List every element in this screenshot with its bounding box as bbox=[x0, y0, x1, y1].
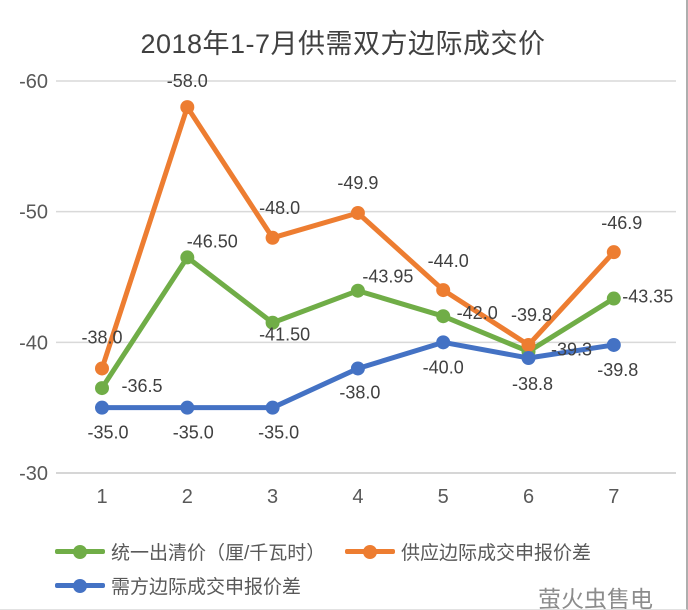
legend-label: 需方边际成交申报价差 bbox=[111, 577, 302, 598]
x-tick-label: 7 bbox=[608, 486, 619, 508]
data-point-marker bbox=[180, 400, 195, 415]
data-point-marker bbox=[265, 315, 280, 330]
data-point-marker bbox=[606, 291, 621, 306]
data-label: -46.9 bbox=[601, 213, 642, 233]
y-tick-label: -40 bbox=[19, 332, 48, 354]
x-tick-label: 4 bbox=[352, 486, 363, 508]
data-label: -39.8 bbox=[597, 360, 638, 380]
legend-item-supply-margin-price-diff: 供应边际成交申报价差 bbox=[345, 538, 591, 565]
data-point-marker bbox=[436, 283, 451, 298]
legend-dot-orange bbox=[363, 544, 377, 559]
legend-marker-green bbox=[55, 544, 105, 559]
x-tick-label: 3 bbox=[267, 486, 278, 508]
data-label: -42.0 bbox=[457, 303, 498, 323]
data-point-marker bbox=[606, 337, 621, 352]
legend-item-demand-margin-price-diff: 需方边际成交申报价差 bbox=[55, 572, 301, 599]
legend-label: 供应边际成交申报价差 bbox=[401, 543, 592, 564]
x-tick-label: 1 bbox=[96, 486, 107, 508]
data-point-marker bbox=[521, 337, 536, 352]
series-line-1 bbox=[95, 100, 621, 376]
data-label: -38.0 bbox=[339, 382, 380, 402]
data-label: -39.3 bbox=[551, 339, 592, 359]
data-label: -36.5 bbox=[121, 376, 162, 396]
data-label: -46.50 bbox=[187, 231, 238, 251]
data-point-marker bbox=[95, 400, 109, 415]
data-point-marker bbox=[350, 205, 365, 220]
x-tick-label: 6 bbox=[523, 486, 534, 508]
legend-dot-green bbox=[73, 544, 87, 559]
data-label: -35.0 bbox=[173, 423, 214, 443]
x-tick-label: 5 bbox=[438, 486, 449, 508]
data-point-marker bbox=[95, 381, 109, 396]
data-point-marker bbox=[350, 361, 365, 376]
x-axis-tick-labels: 1 2 3 4 5 6 7 bbox=[96, 486, 619, 508]
data-labels: -36.5 -46.50 -41.50 -43.95 -42.0 -39.3 -43.35 -… bbox=[81, 71, 673, 443]
data-point-marker bbox=[521, 351, 536, 366]
data-point-marker bbox=[265, 400, 280, 415]
data-label: -49.9 bbox=[337, 173, 378, 193]
data-point-marker bbox=[95, 361, 109, 376]
data-label: -41.50 bbox=[259, 325, 310, 345]
data-label: -58.0 bbox=[167, 71, 208, 91]
data-point-marker bbox=[436, 335, 451, 350]
data-label: -44.0 bbox=[428, 251, 469, 271]
y-axis-tick-labels: -60 -50 -40 -30 bbox=[19, 71, 48, 485]
data-label: -35.0 bbox=[258, 423, 299, 443]
x-tick-label: 2 bbox=[182, 486, 193, 508]
series-line-2 bbox=[95, 335, 621, 415]
y-tick-label: -60 bbox=[19, 71, 48, 93]
series bbox=[95, 100, 621, 415]
data-label: -38.8 bbox=[512, 374, 553, 394]
data-point-marker bbox=[180, 250, 195, 265]
data-point-marker bbox=[265, 230, 280, 245]
legend-dot-blue bbox=[73, 578, 87, 593]
watermark: 萤火虫售电 bbox=[538, 586, 653, 610]
data-point-marker bbox=[606, 245, 621, 260]
legend-label: 统一出清价（厘/千瓦时） bbox=[111, 543, 326, 564]
data-point-marker bbox=[350, 283, 365, 298]
data-point-marker bbox=[436, 309, 451, 324]
legend-marker-blue bbox=[55, 578, 105, 593]
data-label: -39.8 bbox=[511, 305, 552, 325]
chart-title: 2018年1-7月供需双方边际成交价 bbox=[140, 29, 546, 59]
data-label: -40.0 bbox=[423, 357, 464, 377]
data-label: -43.95 bbox=[362, 267, 413, 287]
data-label: -48.0 bbox=[259, 198, 300, 218]
legend-marker-orange bbox=[345, 544, 395, 559]
data-label: -43.35 bbox=[622, 287, 673, 307]
gridlines bbox=[56, 80, 676, 474]
data-point-marker bbox=[180, 100, 195, 115]
y-tick-label: -50 bbox=[19, 202, 48, 224]
series-path bbox=[99, 104, 617, 371]
data-label: -38.0 bbox=[81, 327, 122, 347]
y-tick-label: -30 bbox=[19, 463, 48, 485]
data-label: -35.0 bbox=[87, 423, 128, 443]
legend-item-unified-clearing-price: 统一出清价（厘/千瓦时） bbox=[55, 538, 325, 565]
